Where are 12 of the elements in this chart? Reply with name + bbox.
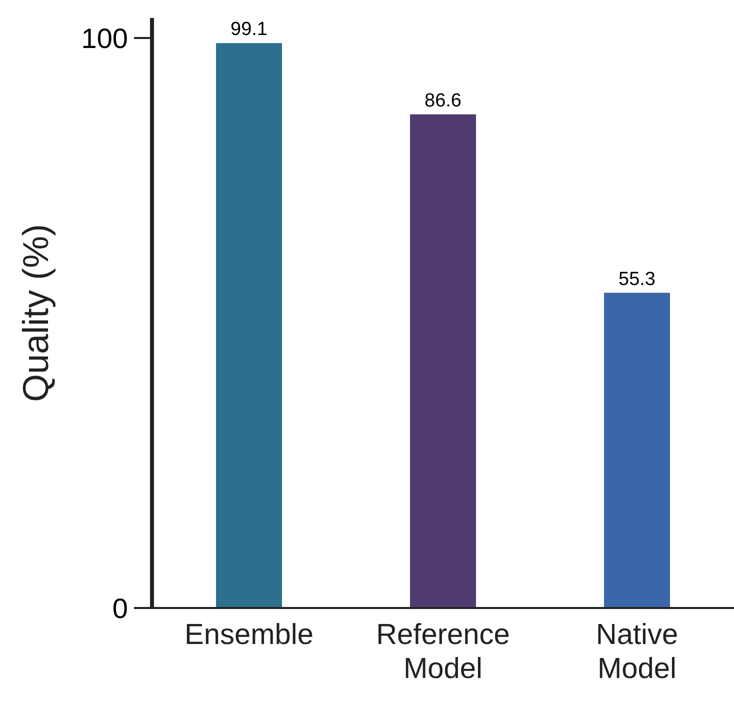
y-axis-title: Quality (%) <box>15 224 56 402</box>
y-tick-label: 100 <box>81 22 128 54</box>
data-label: 99.1 <box>230 19 268 40</box>
data-label: 86.6 <box>424 90 462 112</box>
bar <box>216 43 282 608</box>
x-tick-label: Reference Model <box>376 619 510 685</box>
x-tick-label: Ensemble <box>184 619 314 651</box>
bar <box>410 114 476 608</box>
data-label: 55.3 <box>618 268 656 290</box>
bar <box>604 292 670 608</box>
y-tick-label: 0 <box>112 592 128 624</box>
x-tick-label: Native Model <box>596 619 678 685</box>
